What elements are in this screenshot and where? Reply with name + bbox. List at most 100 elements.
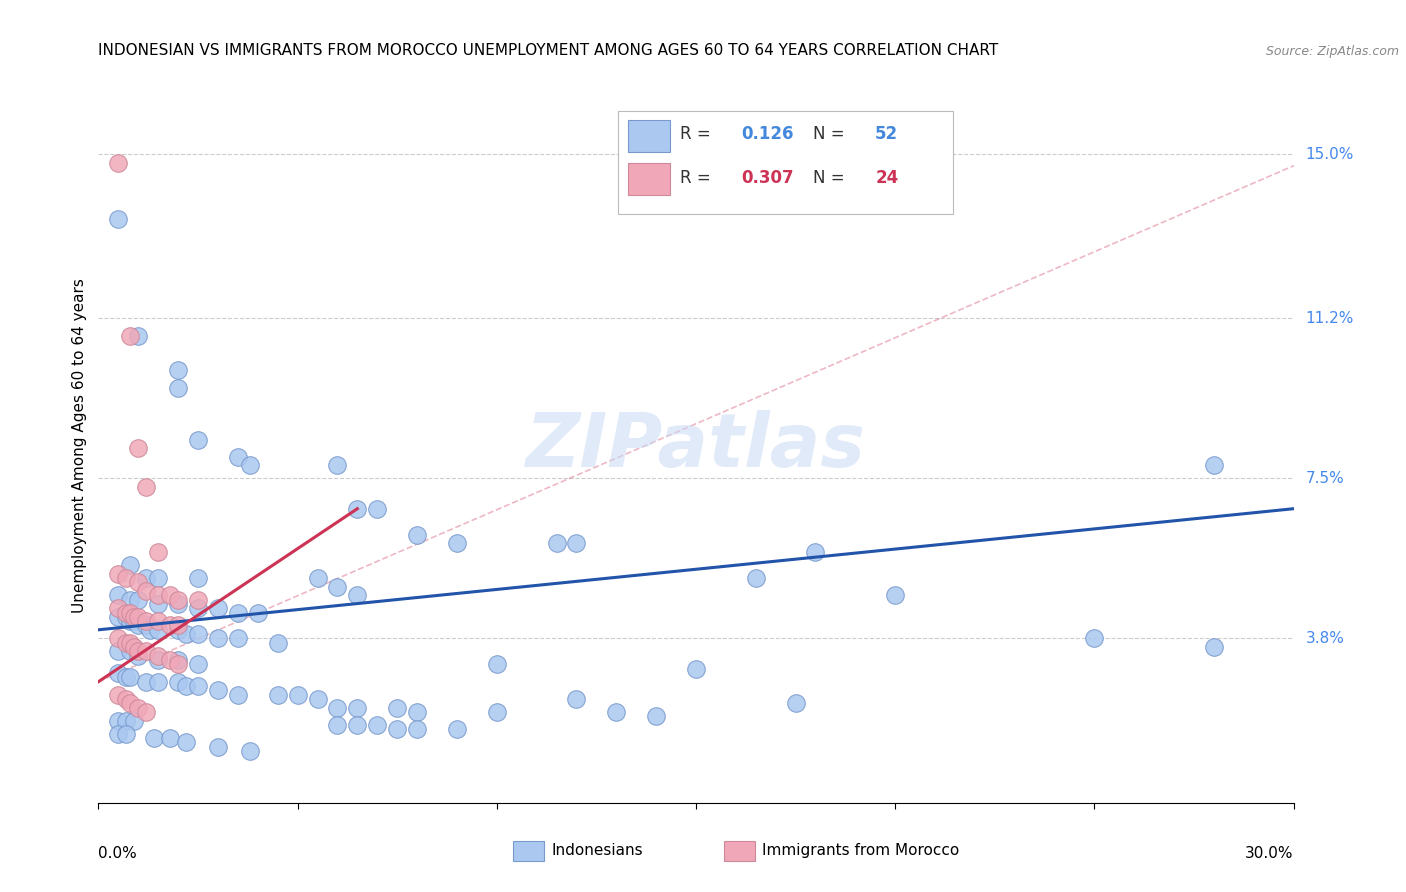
Point xyxy=(107,714,129,728)
Point xyxy=(187,657,209,672)
Point xyxy=(139,623,162,637)
Point xyxy=(135,480,157,494)
Point xyxy=(1083,632,1105,646)
Point xyxy=(326,580,349,594)
Text: Source: ZipAtlas.com: Source: ZipAtlas.com xyxy=(1265,45,1399,58)
Point xyxy=(148,597,170,611)
Point xyxy=(546,536,568,550)
Point xyxy=(187,679,209,693)
Point xyxy=(167,674,190,689)
Text: N =: N = xyxy=(813,169,851,187)
Point xyxy=(120,606,142,620)
Point xyxy=(267,688,290,702)
Point xyxy=(115,610,138,624)
Point xyxy=(385,700,409,714)
Point xyxy=(127,618,149,632)
Text: 0.0%: 0.0% xyxy=(98,846,138,861)
FancyBboxPatch shape xyxy=(628,120,669,152)
Point xyxy=(366,718,388,732)
FancyBboxPatch shape xyxy=(628,162,669,194)
Point xyxy=(120,644,142,658)
Point xyxy=(120,558,142,572)
Point xyxy=(565,536,588,550)
Point xyxy=(135,644,157,658)
Point xyxy=(167,597,190,611)
Point xyxy=(446,536,468,550)
Point xyxy=(115,692,138,706)
Point xyxy=(406,705,429,719)
Point xyxy=(135,583,157,598)
Point xyxy=(267,636,290,650)
Point xyxy=(135,571,157,585)
Text: Immigrants from Morocco: Immigrants from Morocco xyxy=(762,844,959,858)
Point xyxy=(127,700,149,714)
Point xyxy=(135,614,157,628)
Point xyxy=(239,744,262,758)
Point xyxy=(207,683,229,698)
Point xyxy=(645,709,668,723)
Point xyxy=(804,545,827,559)
Point xyxy=(120,614,142,628)
Point xyxy=(148,623,170,637)
Point xyxy=(385,723,409,737)
Point xyxy=(120,696,142,710)
Point xyxy=(346,718,368,732)
Point xyxy=(127,644,149,658)
Point xyxy=(107,726,129,740)
Point xyxy=(207,739,229,754)
Text: ZIPatlas: ZIPatlas xyxy=(526,409,866,483)
Point xyxy=(884,588,907,602)
Point xyxy=(406,723,429,737)
Point xyxy=(605,705,627,719)
Point xyxy=(148,571,170,585)
Point xyxy=(148,653,170,667)
Point xyxy=(167,653,190,667)
Point xyxy=(167,657,190,672)
Point xyxy=(148,674,170,689)
Point xyxy=(167,381,190,395)
Point xyxy=(120,328,142,343)
Point xyxy=(187,571,209,585)
Point xyxy=(307,692,329,706)
Point xyxy=(127,592,149,607)
Point xyxy=(159,731,181,745)
Text: 30.0%: 30.0% xyxy=(1246,846,1294,861)
Point xyxy=(159,618,181,632)
Point xyxy=(187,601,209,615)
Point xyxy=(124,614,146,628)
Point xyxy=(406,527,429,541)
Point xyxy=(167,623,190,637)
Point xyxy=(187,433,209,447)
Point xyxy=(107,211,129,226)
Point xyxy=(124,610,146,624)
Point xyxy=(127,610,149,624)
Text: Indonesians: Indonesians xyxy=(551,844,643,858)
Point xyxy=(485,705,508,719)
Text: 11.2%: 11.2% xyxy=(1305,311,1354,326)
Text: 15.0%: 15.0% xyxy=(1305,146,1354,161)
Point xyxy=(326,700,349,714)
Point xyxy=(107,601,129,615)
Point xyxy=(239,458,262,473)
Point xyxy=(174,627,197,641)
Point xyxy=(120,636,142,650)
Point xyxy=(159,653,181,667)
Point xyxy=(115,571,138,585)
Point xyxy=(346,700,368,714)
Point xyxy=(745,571,768,585)
Point xyxy=(159,588,181,602)
Point xyxy=(115,726,138,740)
Point xyxy=(366,501,388,516)
Y-axis label: Unemployment Among Ages 60 to 64 years: Unemployment Among Ages 60 to 64 years xyxy=(72,278,87,614)
Point xyxy=(120,592,142,607)
Point xyxy=(1202,640,1225,654)
Text: 0.126: 0.126 xyxy=(741,125,794,143)
Point xyxy=(1202,458,1225,473)
Point xyxy=(226,688,249,702)
Point xyxy=(207,601,229,615)
Point xyxy=(107,566,129,581)
Point xyxy=(326,458,349,473)
Point xyxy=(115,636,138,650)
Text: INDONESIAN VS IMMIGRANTS FROM MOROCCO UNEMPLOYMENT AMONG AGES 60 TO 64 YEARS COR: INDONESIAN VS IMMIGRANTS FROM MOROCCO UN… xyxy=(98,43,998,58)
Text: 3.8%: 3.8% xyxy=(1305,631,1344,646)
